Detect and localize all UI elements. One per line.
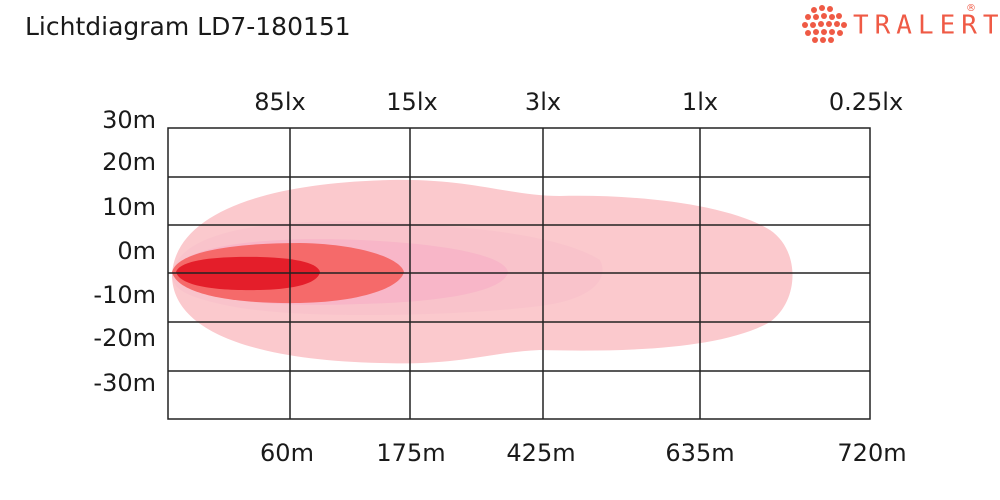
logo-text: TRALERT [853,11,1000,41]
y-label: 10m [102,193,156,221]
distance-label: 425m [506,439,575,467]
logo: TRALERT ® [802,3,1000,43]
distance-label: 175m [376,439,445,467]
lux-label: 0.25lx [829,88,903,116]
y-label: -20m [93,324,156,352]
y-label: 0m [117,237,156,265]
distance-label: 720m [837,439,906,467]
logo-dots [802,5,847,43]
lux-label: 3lx [525,88,561,116]
lux-label: 85lx [254,88,305,116]
distance-labels: 60m 175m 425m 635m 720m [260,439,907,467]
lux-labels: 85lx 15lx 3lx 1lx 0.25lx [254,88,903,116]
distance-label: 635m [665,439,734,467]
logo-registered: ® [966,3,976,14]
y-label: 30m [102,106,156,134]
y-label: -30m [93,369,156,397]
y-label: -10m [93,281,156,309]
grid [167,127,871,420]
lux-label: 15lx [386,88,437,116]
title: Lichtdiagram LD7-180151 [25,12,351,41]
lux-label: 1lx [682,88,718,116]
y-labels: 30m 20m 10m 0m -10m -20m -30m [93,106,156,397]
y-label: 20m [102,148,156,176]
distance-label: 60m [260,439,314,467]
